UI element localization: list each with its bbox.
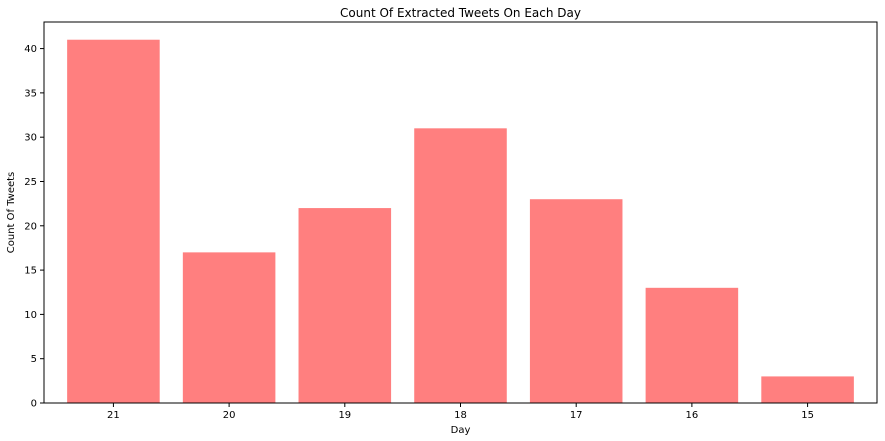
y-tick-label: 5 — [31, 354, 37, 365]
x-tick-label: 16 — [686, 410, 699, 421]
x-axis-label: Day — [451, 425, 471, 436]
y-axis-label: Count Of Tweets — [6, 172, 17, 254]
bar-19 — [298, 208, 392, 403]
y-tick-label: 15 — [24, 266, 37, 277]
y-tick-label: 30 — [24, 133, 37, 144]
x-tick-label: 21 — [107, 410, 120, 421]
y-tick-label: 25 — [24, 177, 37, 188]
bar-15 — [761, 376, 854, 403]
x-tick-label: 15 — [801, 410, 814, 421]
chart-title: Count Of Extracted Tweets On Each Day — [340, 6, 581, 20]
x-tick-label: 19 — [338, 410, 351, 421]
x-tick-label: 18 — [454, 410, 467, 421]
bar-18 — [414, 128, 507, 404]
y-tick-label: 35 — [24, 88, 37, 99]
y-axis-ticks: 0 5 10 15 20 25 30 35 40 — [24, 44, 44, 410]
x-tick-label: 17 — [570, 410, 583, 421]
bars-group — [67, 39, 854, 404]
x-axis-ticks: 21 20 19 18 17 16 15 — [107, 403, 814, 421]
y-tick-label: 40 — [24, 44, 37, 55]
y-tick-label: 0 — [31, 399, 37, 410]
plot-frame — [43, 21, 878, 404]
y-tick-label: 10 — [24, 310, 37, 321]
bar-16 — [645, 287, 739, 403]
bar-17 — [529, 199, 623, 403]
bar-20 — [182, 252, 276, 403]
bar-21 — [67, 39, 160, 403]
x-tick-label: 20 — [223, 410, 236, 421]
y-tick-label: 20 — [24, 221, 37, 232]
